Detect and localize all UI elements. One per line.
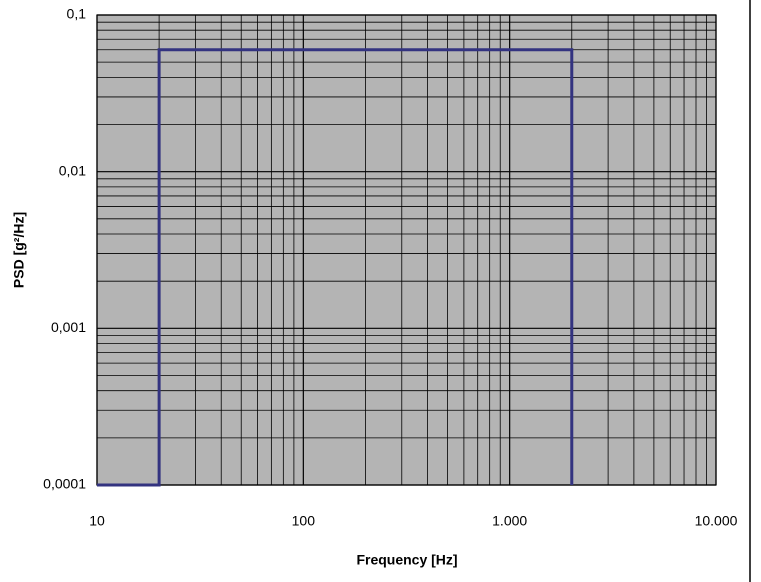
data-line xyxy=(97,48,574,487)
x-tick-label: 1.000 xyxy=(492,513,527,529)
y-axis-title: PSD [g²/Hz] xyxy=(11,212,27,288)
y-tick-label: 0,01 xyxy=(59,162,86,178)
y-tick-label: 0,001 xyxy=(51,319,86,335)
y-tick-label: 0,1 xyxy=(67,6,87,22)
x-axis-title: Frequency [Hz] xyxy=(356,552,457,568)
y-tick-label: 0,0001 xyxy=(43,476,86,492)
plot-border xyxy=(96,14,717,486)
x-tick-label: 10 xyxy=(89,513,105,529)
x-tick-label: 100 xyxy=(292,513,316,529)
x-tick-label: 10.000 xyxy=(695,513,738,529)
plot-area xyxy=(97,15,716,485)
